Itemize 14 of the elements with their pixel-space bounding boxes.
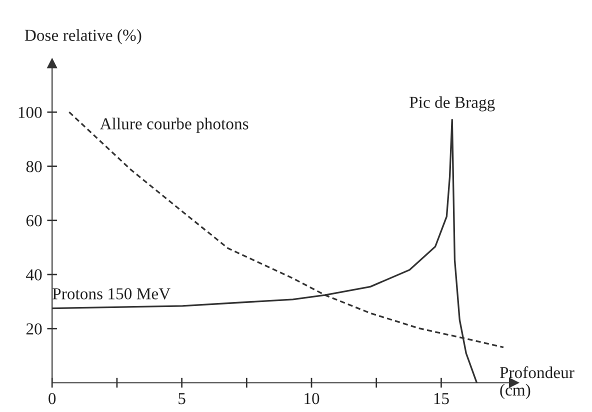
y-tick-label: 20: [26, 323, 42, 335]
x-tick-label: 0: [48, 392, 56, 404]
annotation: Pic de Bragg: [410, 96, 495, 112]
y-tick-label: 40: [26, 269, 42, 280]
x-axis-title: Profondeur (cm): [500, 366, 574, 400]
y-tick-label: 60: [26, 215, 42, 226]
y-tick-label: 80: [26, 160, 42, 172]
y-axis-title: Dose relative (%): [24, 29, 142, 44]
series-label: Protons 150 MeV: [52, 288, 170, 300]
series-label: Allure courbe photons: [100, 118, 248, 133]
x-tick-label: 15: [434, 393, 449, 404]
y-tick-label: 100: [18, 106, 42, 118]
x-tick-label: 5: [178, 393, 186, 404]
x-tick-label: 10: [304, 392, 320, 404]
